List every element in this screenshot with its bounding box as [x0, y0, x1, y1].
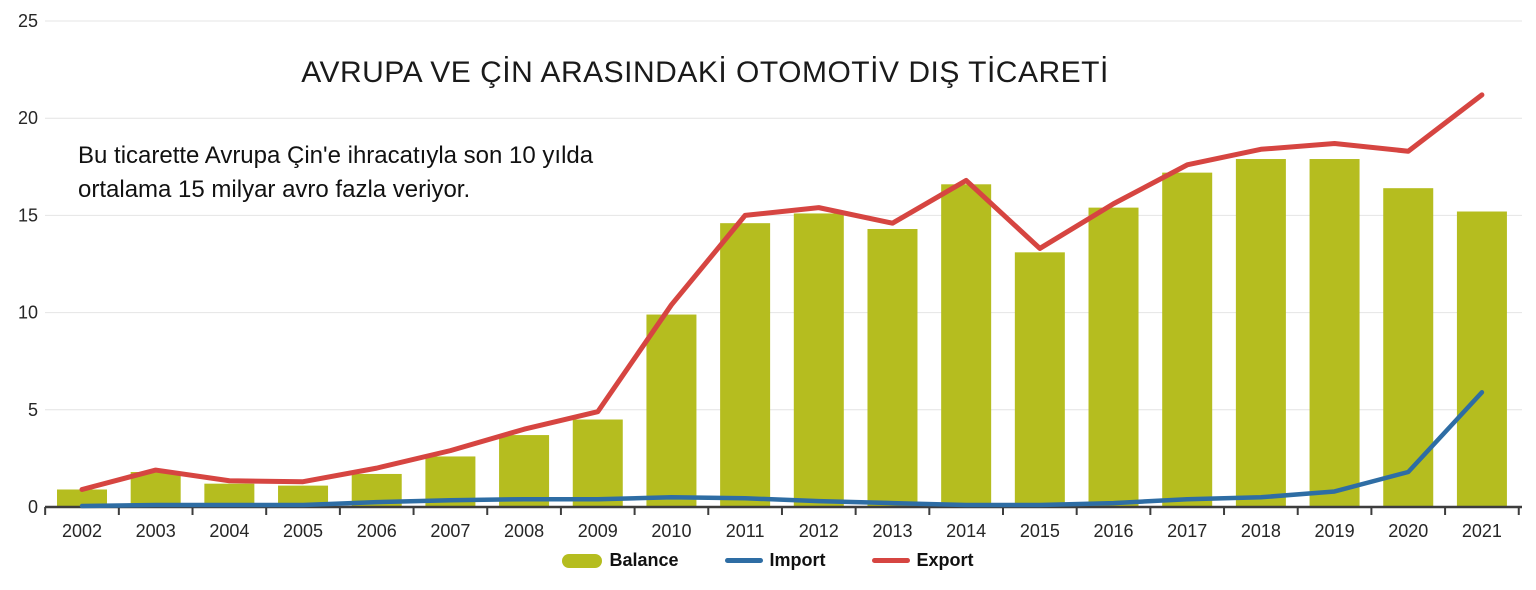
balance-bar-2011 — [720, 223, 771, 507]
chart-legend: Balance Import Export — [0, 550, 1536, 571]
export-line — [79, 92, 1485, 493]
x-tick-label-2005: 2005 — [283, 521, 323, 541]
legend-item-import: Import — [724, 550, 826, 571]
legend-label-import: Import — [769, 550, 826, 570]
import-swatch-icon — [724, 558, 763, 563]
x-tick-label-2007: 2007 — [430, 521, 470, 541]
balance-bar-2004 — [204, 483, 255, 507]
x-tick-label-2017: 2017 — [1167, 521, 1207, 541]
x-tick-label-2013: 2013 — [872, 521, 912, 541]
balance-bar-2019 — [1309, 159, 1360, 508]
x-tick-label-2015: 2015 — [1020, 521, 1060, 541]
balance-bar-2009 — [572, 419, 623, 507]
x-tick-label-2004: 2004 — [209, 521, 249, 541]
balance-bar-2013 — [867, 229, 918, 507]
x-tick-label-2003: 2003 — [136, 521, 176, 541]
balance-bar-2018 — [1235, 159, 1286, 508]
legend-label-balance: Balance — [609, 550, 679, 570]
x-tick-label-2009: 2009 — [578, 521, 618, 541]
balance-bar-2012 — [793, 213, 844, 507]
x-tick-label-2002: 2002 — [62, 521, 102, 541]
chart-title: AVRUPA VE ÇİN ARASINDAKİ OTOMOTİV DIŞ Tİ… — [301, 56, 1109, 89]
x-tick-label-2011: 2011 — [726, 521, 765, 541]
export-swatch-icon — [871, 558, 910, 563]
balance-bar-2014 — [941, 184, 992, 507]
x-tick-label-2014: 2014 — [946, 521, 986, 541]
x-tick-label-2010: 2010 — [651, 521, 691, 541]
balance-swatch-icon — [562, 553, 603, 568]
y-tick-label-5: 5 — [28, 400, 38, 420]
import-line — [79, 390, 1485, 509]
balance-bar-2017 — [1162, 172, 1213, 507]
legend-item-export: Export — [871, 550, 974, 571]
x-tick-label-2020: 2020 — [1388, 521, 1428, 541]
balance-bar-2020 — [1383, 188, 1434, 507]
y-tick-label-15: 15 — [18, 205, 38, 225]
y-tick-label-10: 10 — [18, 303, 38, 323]
balance-bar-2021 — [1456, 211, 1507, 507]
x-tick-label-2012: 2012 — [799, 521, 839, 541]
x-tick-label-2021: 2021 — [1462, 521, 1502, 541]
y-tick-label-20: 20 — [18, 108, 38, 128]
x-tick-label-2018: 2018 — [1241, 521, 1281, 541]
balance-bar-2002 — [57, 489, 107, 507]
balance-bar-2003 — [130, 472, 181, 507]
y-tick-label-25: 25 — [18, 11, 38, 31]
annotation-line-1: Bu ticarette Avrupa Çin'e ihracatıyla so… — [78, 142, 594, 169]
chart-annotation: Bu ticarette Avrupa Çin'e ihracatıyla so… — [78, 139, 593, 207]
balance-bar-2015 — [1014, 252, 1065, 507]
balance-bar-2005 — [278, 485, 329, 507]
x-tick-label-2016: 2016 — [1093, 521, 1133, 541]
x-tick-label-2019: 2019 — [1315, 521, 1355, 541]
legend-item-balance: Balance — [562, 550, 679, 571]
legend-label-export: Export — [916, 550, 974, 570]
balance-bar-2010 — [646, 314, 697, 507]
annotation-line-2: ortalama 15 milyar avro fazla veriyor. — [78, 176, 471, 203]
x-tick-label-2006: 2006 — [357, 521, 397, 541]
balance-bar-2008 — [499, 435, 550, 507]
y-tick-label-0: 0 — [28, 497, 38, 517]
balance-bar-2016 — [1088, 207, 1139, 507]
x-tick-label-2008: 2008 — [504, 521, 544, 541]
